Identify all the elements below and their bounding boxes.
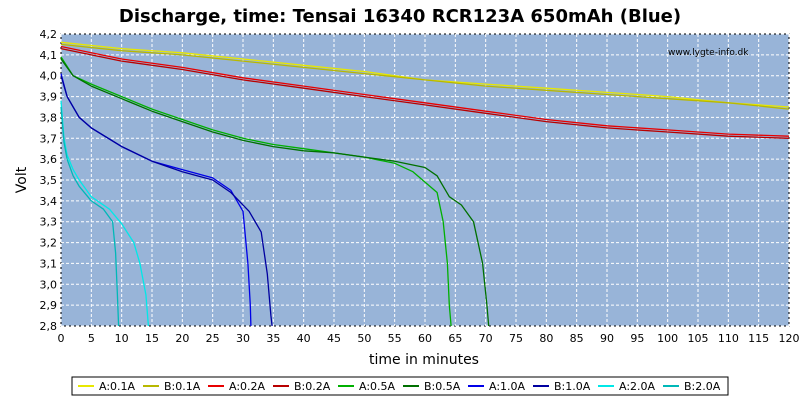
- legend-label: B:1.0A: [554, 380, 591, 393]
- x-tick-label: 45: [327, 332, 341, 345]
- legend-label: A:1.0A: [489, 380, 526, 393]
- legend-entry: B:0.2A: [273, 380, 331, 393]
- legend-label: B:0.5A: [424, 380, 461, 393]
- x-tick-label: 85: [570, 332, 584, 345]
- x-tick-label: 115: [748, 332, 769, 345]
- y-tick-label: 3,9: [40, 91, 58, 104]
- legend-label: B:0.2A: [294, 380, 331, 393]
- legend-label: A:0.5A: [359, 380, 396, 393]
- y-tick-label: 4,2: [40, 28, 58, 41]
- x-tick-label: 105: [688, 332, 709, 345]
- series-line: [60, 45, 790, 137]
- y-tick-label: 2,8: [40, 320, 58, 333]
- legend-entry: A:0.5A: [338, 380, 396, 393]
- data-series: [60, 41, 790, 327]
- chart-title: Discharge, time: Tensai 16340 RCR123A 65…: [119, 6, 681, 27]
- x-tick-label: 65: [448, 332, 462, 345]
- watermark: www.lygte-info.dk: [668, 48, 749, 58]
- x-tick-label: 15: [145, 332, 159, 345]
- series-line: [60, 75, 273, 327]
- legend-label: A:0.1A: [99, 380, 136, 393]
- x-axis-ticks: 0 5 10 15 20 25 30 35 40 45 50 55 60 65 70 75 80 85 90 95 10…: [58, 332, 800, 345]
- y-tick-label: 4,1: [40, 49, 58, 62]
- legend-entry: A:1.0A: [468, 380, 526, 393]
- legend-label: B:2.0A: [684, 380, 721, 393]
- y-tick-label: 3,7: [40, 132, 58, 145]
- legend-entry: B:2.0A: [663, 380, 721, 393]
- legend-entry: B:1.0A: [533, 380, 591, 393]
- y-tick-label: 3,1: [40, 257, 58, 270]
- x-tick-label: 0: [58, 332, 65, 345]
- y-axis-label: Volt: [14, 166, 30, 193]
- legend-entry: A:0.1A: [78, 380, 136, 393]
- series-line: [60, 100, 150, 327]
- y-tick-label: 2,9: [40, 299, 58, 312]
- x-tick-label: 50: [357, 332, 371, 345]
- y-tick-label: 3,0: [40, 278, 58, 291]
- series-line: [60, 58, 490, 327]
- x-tick-label: 35: [266, 332, 280, 345]
- y-tick-label: 3,2: [40, 237, 58, 250]
- y-tick-label: 3,5: [40, 174, 58, 187]
- x-tick-label: 70: [479, 332, 493, 345]
- legend-entry: B:0.1A: [143, 380, 201, 393]
- legend-entry: A:0.2A: [208, 380, 266, 393]
- y-tick-label: 3,3: [40, 216, 58, 229]
- x-tick-label: 95: [630, 332, 644, 345]
- y-tick-label: 3,8: [40, 111, 58, 124]
- x-tick-label: 5: [88, 332, 95, 345]
- series-line: [60, 47, 790, 139]
- x-tick-label: 60: [418, 332, 432, 345]
- series-line: [60, 106, 120, 327]
- x-tick-label: 25: [206, 332, 220, 345]
- y-axis-ticks: 2,8 2,9 3,0 3,1 3,2 3,3 3,4 3,5 3,6 3,7 3,8 3,9 4,0 4…: [40, 28, 58, 333]
- legend-box: [71, 376, 729, 396]
- x-tick-label: 100: [657, 332, 678, 345]
- y-tick-label: 4,0: [40, 70, 58, 83]
- x-tick-label: 20: [175, 332, 189, 345]
- legend-label: B:0.1A: [164, 380, 201, 393]
- series-line: [60, 56, 452, 327]
- x-tick-label: 110: [718, 332, 739, 345]
- x-tick-label: 90: [600, 332, 614, 345]
- y-tick-label: 3,4: [40, 195, 58, 208]
- x-tick-label: 80: [539, 332, 553, 345]
- x-tick-label: 55: [388, 332, 402, 345]
- legend-label: A:0.2A: [229, 380, 266, 393]
- legend-label: A:2.0A: [619, 380, 656, 393]
- x-tick-label: 75: [509, 332, 523, 345]
- x-tick-label: 120: [779, 332, 800, 345]
- x-tick-label: 30: [236, 332, 250, 345]
- x-axis-label: time in minutes: [369, 352, 479, 368]
- x-tick-label: 10: [115, 332, 129, 345]
- legend-entry: B:0.5A: [403, 380, 461, 393]
- grid-lines: [60, 33, 790, 327]
- legend-entry: A:2.0A: [598, 380, 656, 393]
- series-line: [60, 43, 790, 110]
- x-tick-label: 40: [297, 332, 311, 345]
- legend: A:0.1A B:0.1A A:0.2A B:0.2A A:0.5A B:0.5A A:1.…: [78, 380, 721, 393]
- y-tick-label: 3,6: [40, 153, 58, 166]
